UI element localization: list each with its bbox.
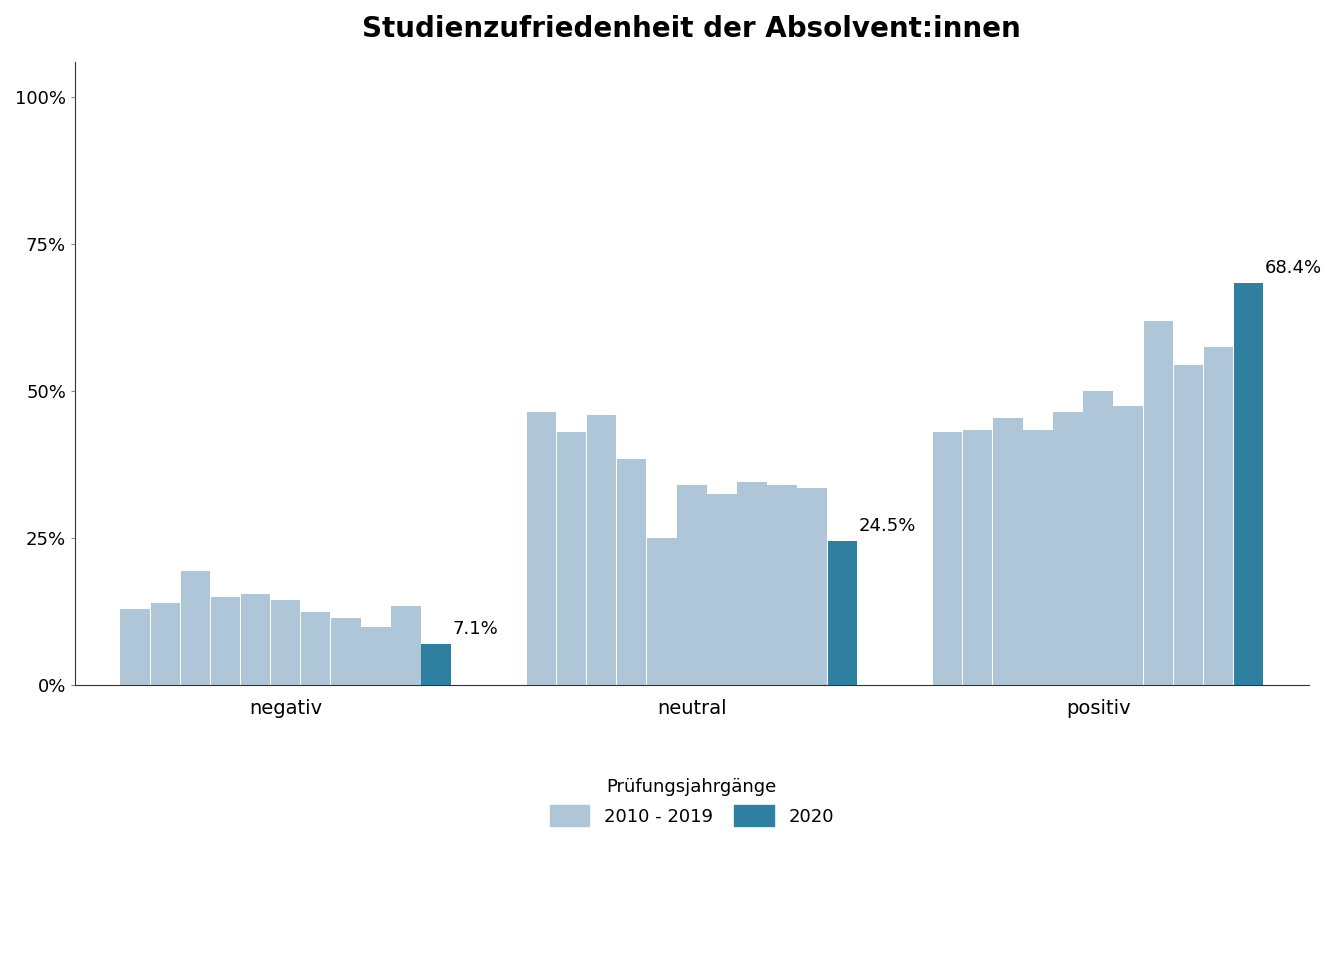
Text: 7.1%: 7.1% — [453, 620, 499, 637]
Bar — [180, 570, 210, 685]
Bar — [527, 412, 556, 685]
Bar — [331, 617, 360, 685]
Bar — [1234, 283, 1263, 685]
Bar — [1204, 348, 1234, 685]
Bar — [1023, 429, 1052, 685]
Bar — [587, 415, 617, 685]
Text: 24.5%: 24.5% — [859, 517, 917, 536]
Bar — [677, 486, 707, 685]
Bar — [828, 541, 857, 685]
Bar — [1144, 321, 1173, 685]
Bar — [707, 494, 737, 685]
Bar — [271, 600, 301, 685]
Legend: 2010 - 2019, 2020: 2010 - 2019, 2020 — [540, 769, 843, 835]
Bar — [646, 539, 676, 685]
Bar — [301, 612, 331, 685]
Bar — [738, 483, 767, 685]
Bar — [964, 429, 992, 685]
Bar — [767, 486, 797, 685]
Bar — [362, 627, 391, 685]
Bar — [422, 643, 450, 685]
Bar — [1113, 406, 1142, 685]
Bar — [1173, 365, 1203, 685]
Bar — [121, 609, 151, 685]
Bar — [241, 594, 270, 685]
Bar — [1083, 392, 1113, 685]
Bar — [1054, 412, 1083, 685]
Bar — [617, 459, 646, 685]
Bar — [797, 489, 827, 685]
Title: Studienzufriedenheit der Absolvent:innen: Studienzufriedenheit der Absolvent:innen — [363, 15, 1021, 43]
Bar — [391, 606, 421, 685]
Bar — [993, 418, 1023, 685]
Bar — [151, 603, 180, 685]
Text: 68.4%: 68.4% — [1265, 259, 1322, 277]
Bar — [556, 432, 586, 685]
Bar — [933, 432, 962, 685]
Bar — [211, 597, 241, 685]
